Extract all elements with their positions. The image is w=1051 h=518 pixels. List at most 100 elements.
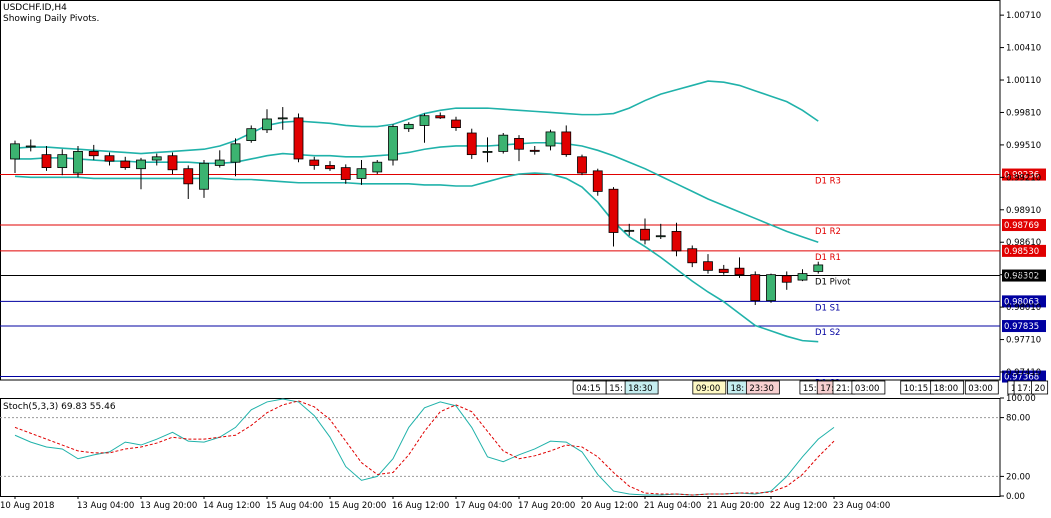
candle-body <box>356 168 367 179</box>
pivot-price-tag-bg <box>1002 219 1046 232</box>
session-label-text: 10:15 <box>904 384 929 394</box>
candle-body <box>25 145 36 148</box>
candle-body <box>388 126 398 161</box>
stochastic-tick-label: 80.00 <box>1006 414 1030 424</box>
candle-body <box>277 117 288 120</box>
session-label: 18:30 <box>624 380 659 395</box>
candle-body <box>624 229 635 232</box>
candle <box>419 113 430 143</box>
time-tick-label: 16 Aug 12:00 <box>392 501 449 511</box>
candle-body <box>781 275 792 283</box>
candle-body <box>136 159 146 170</box>
candle-body <box>466 132 477 156</box>
candle <box>655 223 666 239</box>
time-tick-label: 17 Aug 20:00 <box>518 501 575 511</box>
pivot-price-tag: 0.98063 <box>1002 295 1046 308</box>
candle <box>151 153 162 166</box>
session-label-text: 09:00 <box>696 384 721 394</box>
main-plot-frame <box>0 0 1001 497</box>
pivot-price-tag: 0.98530 <box>1002 244 1046 257</box>
candle <box>340 164 351 184</box>
session-label-box <box>930 380 965 395</box>
candle <box>466 128 477 159</box>
candle-body <box>419 115 430 126</box>
session-label: 15: <box>605 380 629 395</box>
candle-body <box>214 159 225 166</box>
price-axis[interactable]: 1.00710 1.00410 1.00110 0.99810 0.99510 0.992… <box>1000 11 1041 378</box>
candle <box>545 129 556 151</box>
pivot-price-tag: 0.98769 <box>1002 219 1046 232</box>
stochastic-tick-label: 0.00 <box>1006 492 1025 502</box>
candle <box>703 254 713 274</box>
time-tick-label: 21 Aug 20:00 <box>707 501 764 511</box>
candle <box>246 125 257 143</box>
candle-body <box>451 119 461 129</box>
candle-body <box>766 274 776 302</box>
candle <box>498 133 509 154</box>
candle <box>687 245 698 268</box>
candle-body <box>403 123 414 130</box>
candle-body <box>199 162 209 190</box>
session-label-box <box>624 380 659 395</box>
price-tick-label: 0.98910 <box>1006 206 1041 216</box>
time-tick-label: 14 Aug 12:00 <box>203 501 260 511</box>
session-label-text: 18: <box>730 384 744 394</box>
session-label-box <box>964 380 999 395</box>
time-tick-label: 17 Aug 04:00 <box>455 501 512 511</box>
candle <box>640 218 650 245</box>
session-label: 03:00 <box>851 380 886 395</box>
candle <box>813 261 824 274</box>
pivot-price-tag: 0.98302 <box>1002 269 1046 282</box>
candle-body <box>88 150 99 157</box>
candlesticks <box>10 107 824 305</box>
candle <box>435 112 446 119</box>
candle <box>356 160 367 185</box>
candle <box>766 273 776 303</box>
stochastic-signal-line <box>14 400 835 496</box>
pivot-price-tag-bg <box>1002 295 1046 308</box>
candle <box>73 145 83 178</box>
session-label-text: 03:00 <box>855 384 880 394</box>
candle <box>451 116 461 131</box>
pivot-price-tag: 0.97835 <box>1002 320 1046 333</box>
candle-body <box>230 143 241 163</box>
candle <box>309 156 320 170</box>
session-label-text: 21: <box>836 384 850 394</box>
pivot-price-tag-bg <box>1002 370 1046 383</box>
stochastic-title: Stoch(5,3,3) 69.83 55.46 <box>3 402 116 412</box>
candle <box>104 152 115 166</box>
price-tick-label: 0.99810 <box>1006 108 1041 118</box>
session-label-box <box>692 380 727 395</box>
candle-body <box>120 160 131 169</box>
candle-body <box>545 131 556 147</box>
time-axis[interactable]: 10 Aug 2018 13 Aug 04:00 13 Aug 20:00 14 Au… <box>0 496 890 511</box>
bollinger-bands <box>14 80 819 343</box>
candle-body <box>309 159 320 166</box>
price-tick-label: 1.00110 <box>1006 76 1041 86</box>
candle <box>561 125 572 157</box>
session-label-text: 17: <box>820 384 834 394</box>
candle <box>592 168 603 196</box>
main-frame <box>0 0 1001 381</box>
candle-body <box>104 155 115 162</box>
candle-body <box>703 261 713 271</box>
candle <box>57 149 68 176</box>
session-label: 15: <box>799 380 823 395</box>
price-tick-label: 0.99510 <box>1006 141 1041 151</box>
candle <box>388 124 398 166</box>
pivot-price-tag-bg <box>1002 269 1046 282</box>
candle <box>41 145 52 171</box>
candle-body <box>435 115 446 119</box>
candle-body <box>498 134 509 152</box>
candle <box>325 161 335 171</box>
pivot-price-label: 0.99236 <box>1004 171 1039 181</box>
time-tick-label: 15 Aug 04:00 <box>266 501 323 511</box>
candle-body <box>529 149 540 152</box>
pivot-label: D1 Pivot <box>815 278 851 288</box>
candle <box>671 222 682 257</box>
time-tick-label: 15 Aug 20:00 <box>329 501 386 511</box>
session-labels: 04:15 15: 18:30 09:00 18: 23:30 15: 17: 21: 03:00… <box>572 380 1049 395</box>
candle <box>199 160 209 198</box>
pivot-price-label: 0.97368 <box>1004 373 1039 383</box>
